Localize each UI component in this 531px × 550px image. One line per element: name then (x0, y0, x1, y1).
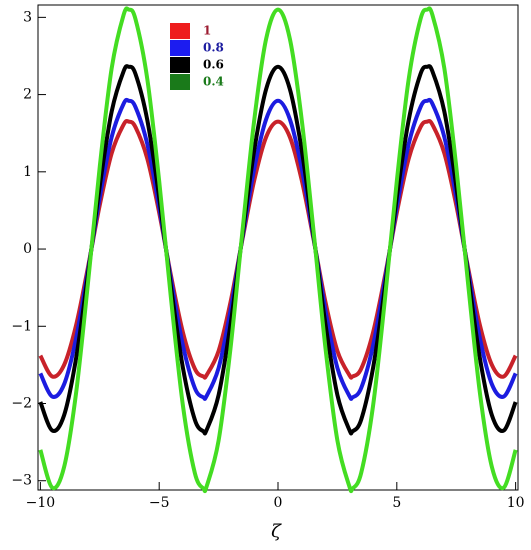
legend-swatch (170, 23, 190, 39)
legend-label: 0.4 (203, 75, 224, 89)
x-axis-label: ζ (271, 521, 282, 542)
legend-label: 0.6 (203, 58, 224, 72)
y-tick-label: 2 (23, 87, 32, 103)
series-line (38, 6, 518, 494)
series-line (38, 119, 518, 380)
series-line (38, 97, 518, 401)
x-tick-label: −10 (26, 495, 56, 511)
legend-swatch (170, 57, 190, 73)
legend-label: 0.8 (203, 41, 224, 55)
x-tick-label: −5 (149, 495, 170, 511)
y-tick-label: −2 (11, 396, 32, 412)
x-tick-label: 0 (274, 495, 283, 511)
legend-label: 1 (203, 24, 211, 38)
y-tick-label: −3 (11, 473, 32, 489)
legend-swatch (170, 40, 190, 56)
series-line (38, 64, 518, 436)
y-tick-label: −1 (11, 318, 32, 334)
y-tick-label: 1 (23, 164, 32, 180)
x-tick-label: 10 (507, 495, 525, 511)
y-tick-label: 3 (23, 9, 32, 25)
y-tick-label: 0 (23, 241, 32, 257)
legend-swatch (170, 74, 190, 90)
x-tick-label: 5 (392, 495, 401, 511)
